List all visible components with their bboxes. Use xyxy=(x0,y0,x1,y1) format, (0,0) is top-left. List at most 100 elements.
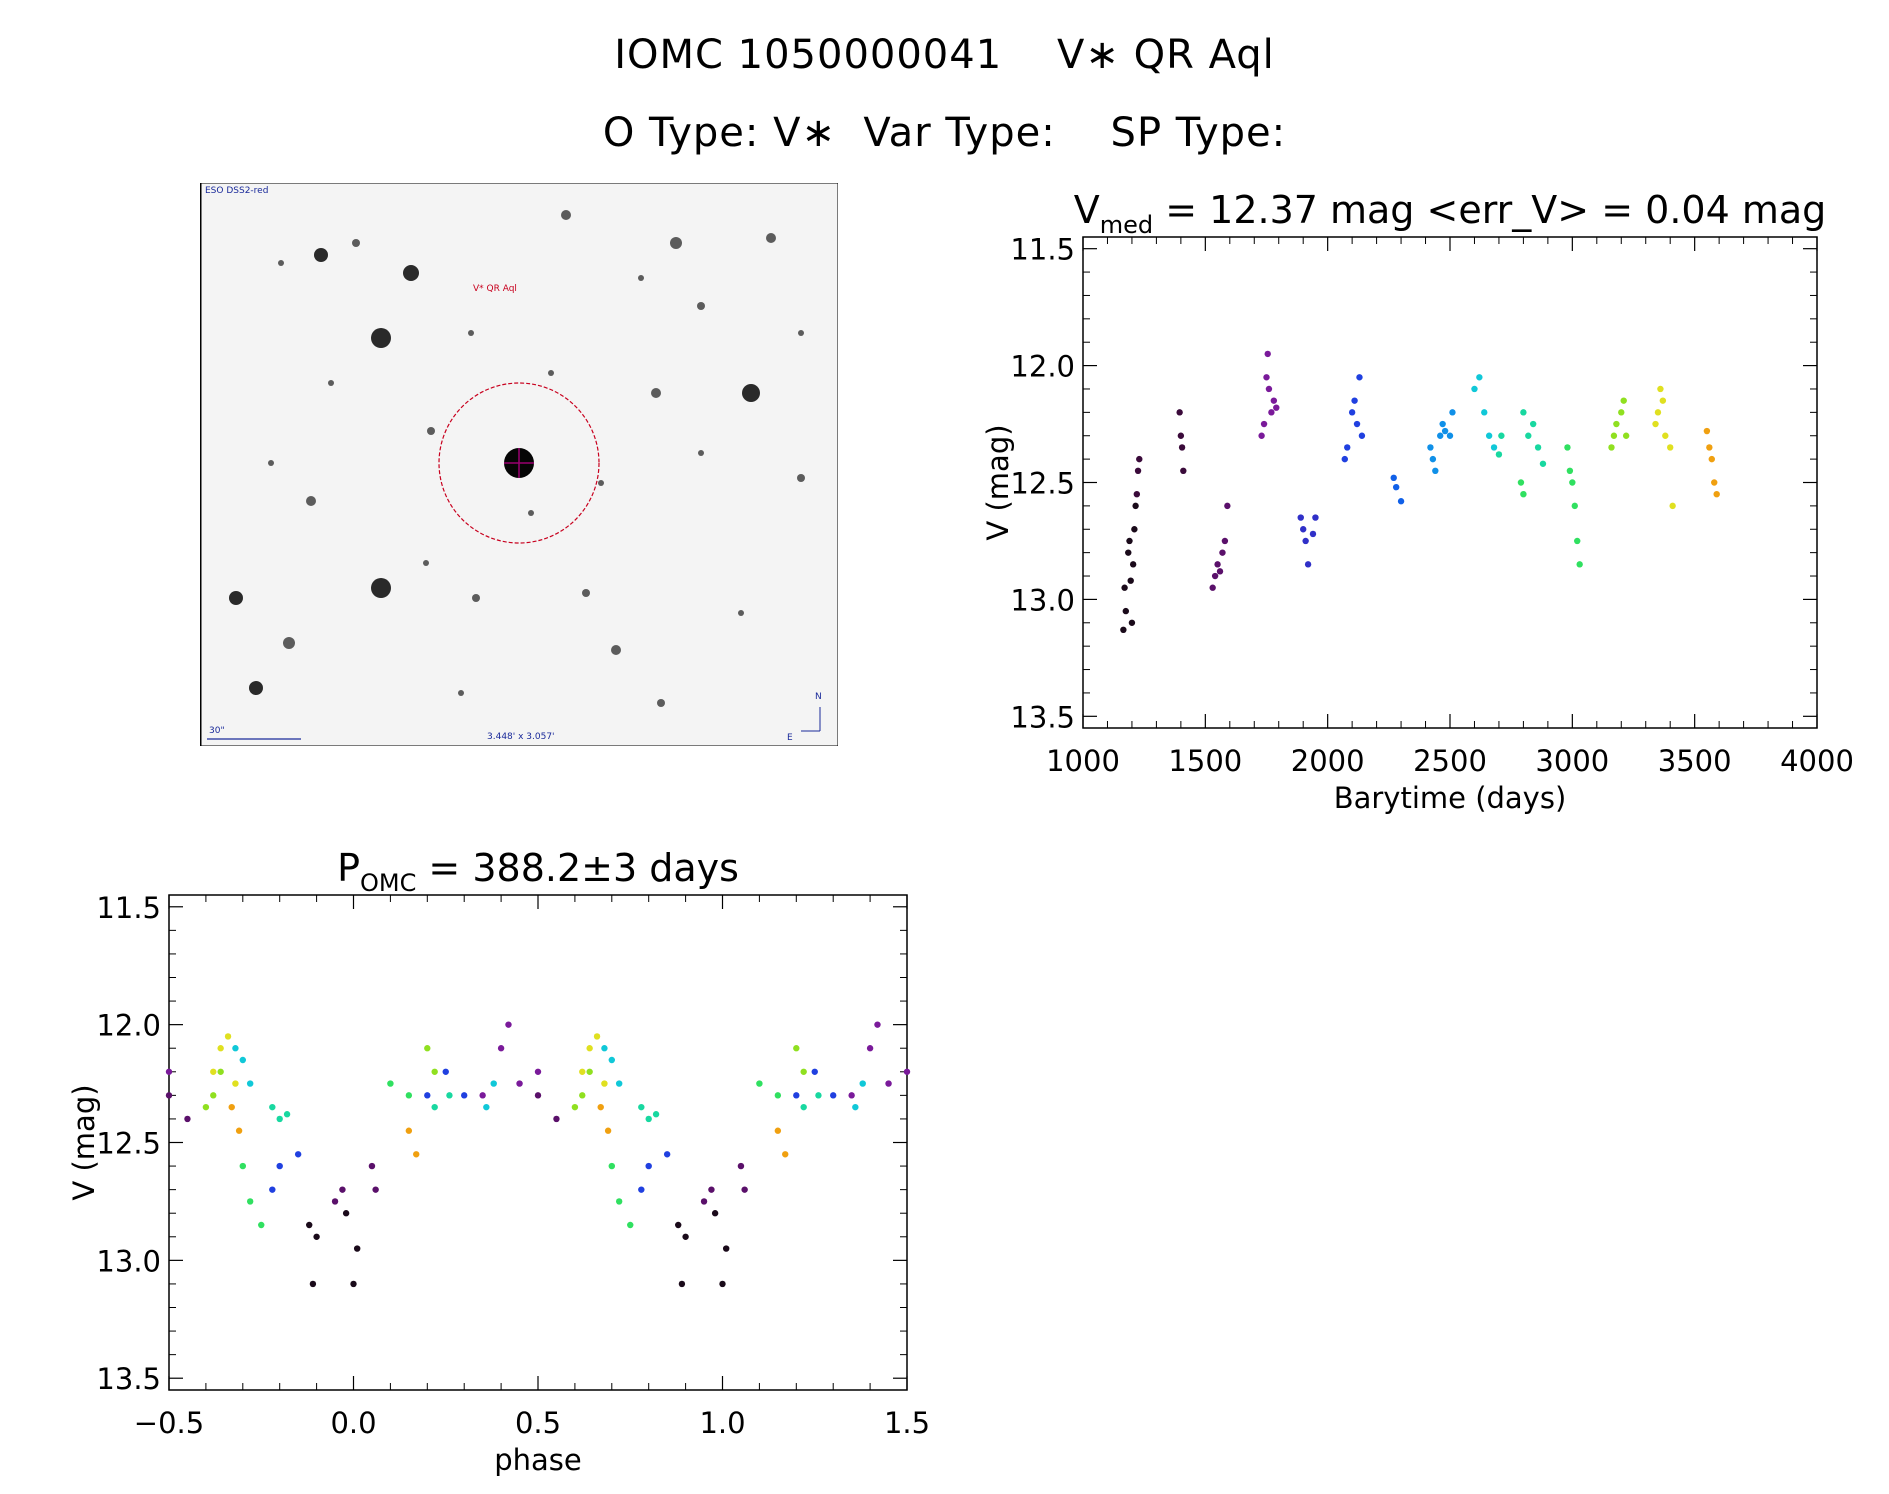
y-tick-label: 11.5 xyxy=(1010,233,1075,267)
data-point xyxy=(737,1162,745,1170)
series-seg4 xyxy=(1258,350,1280,439)
y-tick-label: 13.0 xyxy=(96,1244,161,1278)
data-point xyxy=(165,1068,173,1075)
data-point xyxy=(1708,455,1715,463)
field-star xyxy=(598,480,604,486)
object-type-line: O Type: V∗ Var Type: SP Type: xyxy=(602,110,1287,156)
data-point xyxy=(1214,561,1221,568)
series-seg2 xyxy=(1133,409,1187,498)
field-star xyxy=(306,496,316,506)
y-tick-label: 12.5 xyxy=(96,1127,161,1161)
data-point xyxy=(800,1068,807,1075)
data-point xyxy=(1129,561,1137,568)
data-point xyxy=(1348,409,1356,416)
field-star xyxy=(283,637,295,649)
data-point xyxy=(597,1103,604,1111)
data-point xyxy=(224,1033,232,1040)
data-point xyxy=(339,1186,346,1193)
data-point xyxy=(269,1103,276,1111)
finder-stars xyxy=(229,210,805,776)
field-star xyxy=(314,248,328,262)
field-star xyxy=(403,265,419,281)
data-point xyxy=(722,1245,730,1252)
page-title: IOMC 1050000041 V∗ QR Aql xyxy=(614,32,1275,78)
data-point xyxy=(874,1021,881,1028)
data-point xyxy=(1439,420,1446,428)
chart-title: Vmed = 12.37 mag <err_V> = 0.04 mag xyxy=(1074,188,1827,239)
data-point xyxy=(184,1115,191,1123)
data-point xyxy=(1608,444,1615,451)
fov-label: 3.448' x 3.057' xyxy=(487,732,555,742)
series-ph-dark xyxy=(306,1210,730,1288)
data-point xyxy=(1485,432,1493,439)
field-star xyxy=(458,690,464,696)
data-point xyxy=(615,1198,623,1205)
data-point xyxy=(1574,537,1581,545)
data-point xyxy=(1300,526,1307,533)
field-star xyxy=(797,474,805,482)
data-point xyxy=(1659,397,1667,404)
field-star xyxy=(328,380,334,386)
field-star xyxy=(472,594,480,602)
phase-curve-plot: −0.5 0.0 0.5 1.0 1.5 11.5 12.0 12.5 13.0 13.5 phas… xyxy=(67,846,930,1477)
data-point xyxy=(246,1198,254,1205)
field-star xyxy=(657,699,665,707)
data-point xyxy=(424,1092,431,1099)
data-point xyxy=(1180,467,1187,475)
data-point xyxy=(1131,526,1138,533)
data-point xyxy=(424,1045,431,1052)
data-point xyxy=(246,1080,254,1087)
series-seg8 xyxy=(1427,409,1456,475)
series-ph-lime xyxy=(202,1045,807,1111)
data-point xyxy=(903,1068,911,1075)
compass-east-label: E xyxy=(787,733,793,743)
data-point xyxy=(1304,561,1312,568)
data-point xyxy=(793,1045,800,1052)
data-point xyxy=(269,1186,276,1193)
x-axis-label: phase xyxy=(494,1443,582,1477)
data-point xyxy=(1263,374,1270,381)
data-point xyxy=(1498,432,1505,439)
data-point xyxy=(1273,404,1280,411)
data-point xyxy=(553,1115,560,1123)
data-point xyxy=(1471,385,1478,393)
data-point xyxy=(800,1103,807,1111)
series-seg7 xyxy=(1390,474,1405,505)
data-point xyxy=(353,1245,361,1252)
data-point xyxy=(350,1280,357,1288)
data-point xyxy=(711,1210,719,1217)
chart-title-subscript: OMC xyxy=(360,869,416,897)
data-point xyxy=(1344,444,1351,451)
data-point xyxy=(1481,409,1488,416)
data-point xyxy=(1270,397,1278,404)
field-star xyxy=(611,645,621,655)
data-point xyxy=(228,1103,235,1111)
data-point xyxy=(1177,432,1185,439)
data-point xyxy=(1351,397,1358,404)
x-tick-label: 1500 xyxy=(1168,744,1242,778)
data-point xyxy=(1221,537,1229,545)
chart-title-rest: = 12.37 mag <err_V> = 0.04 mag xyxy=(1153,188,1826,232)
data-point xyxy=(1571,502,1578,510)
data-point xyxy=(1652,420,1659,428)
data-point xyxy=(675,1221,682,1229)
data-point xyxy=(571,1103,579,1111)
data-point xyxy=(848,1092,855,1099)
series-seg14 xyxy=(1703,427,1720,498)
y-tick-label: 12.0 xyxy=(1010,350,1075,384)
data-point xyxy=(1613,420,1620,428)
data-point xyxy=(235,1127,243,1134)
light-curve-plot: 1000 1500 2000 2500 3000 3500 4000 11.5 12.0 12.5… xyxy=(981,188,1854,815)
series-seg9 xyxy=(1471,374,1498,451)
x-axis-label: Barytime (days) xyxy=(1334,781,1567,815)
field-star xyxy=(738,610,744,616)
data-point xyxy=(700,1198,708,1205)
data-point xyxy=(461,1092,468,1099)
data-point xyxy=(1703,427,1711,435)
data-point xyxy=(1134,467,1142,475)
data-point xyxy=(1711,479,1718,486)
data-point xyxy=(431,1103,438,1111)
field-star xyxy=(229,591,243,605)
data-point xyxy=(1392,483,1400,491)
